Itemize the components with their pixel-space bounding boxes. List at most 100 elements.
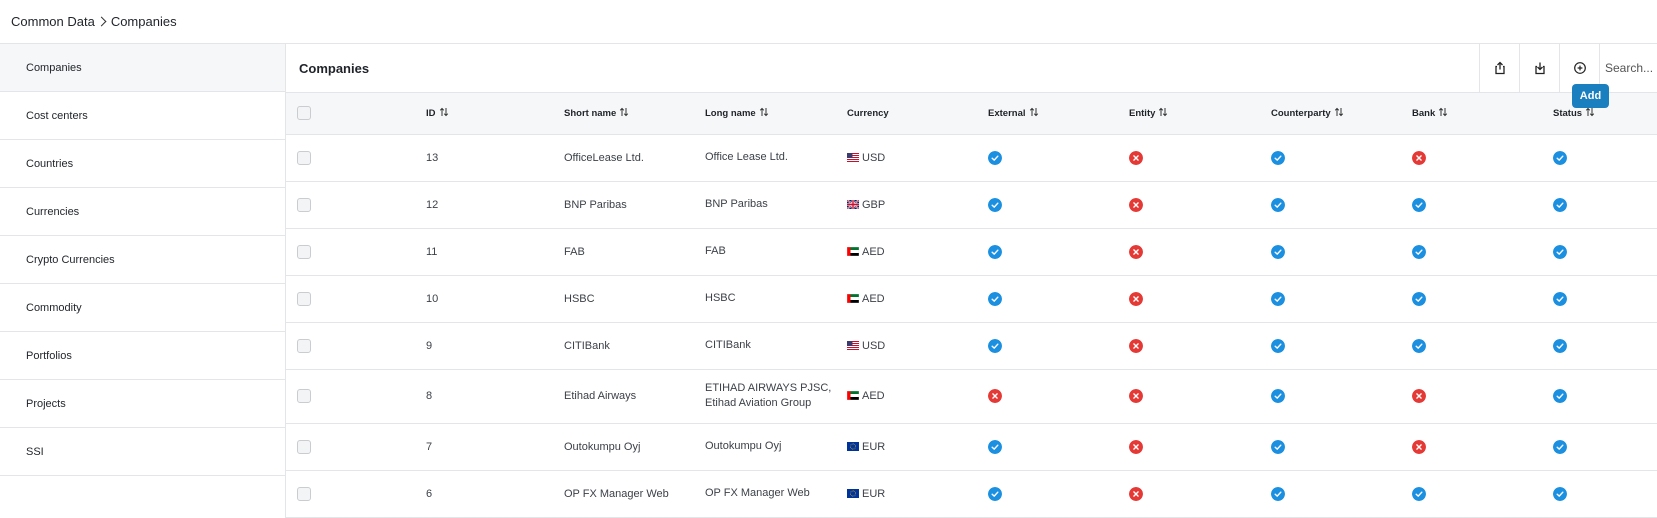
sort-icon[interactable] <box>1334 107 1344 120</box>
sidebar-item-label: Cost centers <box>26 109 88 122</box>
row-checkbox[interactable] <box>297 150 311 165</box>
table-row[interactable]: 12 BNP Paribas BNP Paribas GBP <box>286 181 1657 229</box>
cell-currency: AED <box>847 275 988 323</box>
x-circle-icon <box>1129 197 1143 212</box>
sort-icon[interactable] <box>439 107 449 120</box>
column-id[interactable]: ID <box>426 93 564 135</box>
table-row[interactable]: 7 Outokumpu Oyj Outokumpu Oyj EUR <box>286 423 1657 471</box>
check-circle-icon <box>1553 244 1567 259</box>
column-external[interactable]: External <box>988 93 1129 135</box>
cell-status <box>1553 181 1657 229</box>
check-circle-icon <box>1553 439 1567 454</box>
cell-external <box>988 470 1129 518</box>
table-row[interactable]: 6 OP FX Manager Web OP FX Manager Web EUR <box>286 470 1657 518</box>
cell-counterparty <box>1271 423 1412 471</box>
add-button[interactable] <box>1559 43 1599 93</box>
companies-table: ID Short name Long name Currency Externa… <box>286 93 1657 518</box>
eu-flag-icon <box>847 488 859 498</box>
row-checkbox[interactable] <box>297 389 311 403</box>
export-button[interactable] <box>1479 43 1519 93</box>
column-bank[interactable]: Bank <box>1412 93 1553 135</box>
column-short-name[interactable]: Short name <box>564 93 705 135</box>
cell-currency: USD <box>847 134 988 182</box>
row-checkbox[interactable] <box>297 244 311 259</box>
check-circle-icon <box>1553 338 1567 353</box>
check-circle-icon <box>1271 486 1285 501</box>
sort-icon[interactable] <box>1438 107 1448 120</box>
cell-counterparty <box>1271 470 1412 518</box>
breadcrumb-root[interactable]: Common Data <box>11 14 95 29</box>
row-checkbox[interactable] <box>297 439 311 454</box>
check-circle-icon <box>1412 486 1426 501</box>
sidebar-item-ssi[interactable]: SSI <box>0 428 285 476</box>
sidebar-item-commodity[interactable]: Commodity <box>0 284 285 332</box>
cell-short-name: Outokumpu Oyj <box>564 423 705 471</box>
cell-bank <box>1412 369 1553 424</box>
sidebar-item-crypto-currencies[interactable]: Crypto Currencies <box>0 236 285 284</box>
x-circle-icon <box>1129 150 1143 165</box>
check-circle-icon <box>1271 197 1285 212</box>
sidebar-item-label: Currencies <box>26 205 80 218</box>
column-entity[interactable]: Entity <box>1129 93 1271 135</box>
panel-header: Companies <box>286 43 1657 93</box>
breadcrumb: Common Data Companies <box>0 0 1657 44</box>
table-row[interactable]: 10 HSBC HSBC AED <box>286 275 1657 323</box>
cell-bank <box>1412 423 1553 471</box>
sidebar-item-cost-centers[interactable]: Cost centers <box>0 92 285 140</box>
sort-icon[interactable] <box>1158 107 1168 120</box>
ae-flag-icon <box>847 246 859 256</box>
check-circle-icon <box>988 486 1002 501</box>
x-circle-icon <box>1412 389 1426 403</box>
x-circle-icon <box>1129 244 1143 259</box>
cell-long-name: OP FX Manager Web <box>705 470 847 518</box>
search-box[interactable] <box>1599 43 1657 93</box>
check-circle-icon <box>988 150 1002 165</box>
sidebar-item-projects[interactable]: Projects <box>0 380 285 428</box>
check-circle-icon <box>1271 439 1285 454</box>
search-input[interactable] <box>1605 61 1657 75</box>
sidebar-item-label: Companies <box>26 61 82 74</box>
sidebar: Companies Cost centers Countries Currencies… <box>0 44 286 518</box>
sidebar-item-companies[interactable]: Companies <box>0 44 285 92</box>
sort-icon[interactable] <box>1585 107 1595 120</box>
cell-counterparty <box>1271 275 1412 323</box>
column-counterparty[interactable]: Counterparty <box>1271 93 1412 135</box>
sidebar-item-currencies[interactable]: Currencies <box>0 188 285 236</box>
cell-external <box>988 322 1129 370</box>
cell-entity <box>1129 181 1271 229</box>
gb-flag-icon <box>847 199 859 209</box>
cell-id: 9 <box>426 322 564 370</box>
sort-icon[interactable] <box>1029 107 1039 120</box>
table-row[interactable]: 13 OfficeLease Ltd. Office Lease Ltd. USD <box>286 134 1657 182</box>
cell-external <box>988 275 1129 323</box>
column-status[interactable]: Status <box>1553 93 1657 135</box>
x-circle-icon <box>1129 486 1143 501</box>
check-circle-icon <box>1412 197 1426 212</box>
sort-icon[interactable] <box>759 107 769 120</box>
table-row[interactable]: 9 CITIBank CITIBank USD <box>286 322 1657 370</box>
cell-long-name: BNP Paribas <box>705 181 847 229</box>
select-all-checkbox[interactable] <box>297 106 311 121</box>
row-checkbox[interactable] <box>297 197 311 212</box>
table-row[interactable]: 8 Etihad Airways ETIHAD AIRWAYS PJSC, Etiha… <box>286 369 1657 424</box>
sort-icon[interactable] <box>619 107 629 120</box>
cell-status <box>1553 322 1657 370</box>
import-button[interactable] <box>1519 43 1559 93</box>
cell-status <box>1553 275 1657 323</box>
x-circle-icon <box>1129 439 1143 454</box>
check-circle-icon <box>988 291 1002 306</box>
cell-currency: AED <box>847 228 988 276</box>
sidebar-item-portfolios[interactable]: Portfolios <box>0 332 285 380</box>
cell-counterparty <box>1271 322 1412 370</box>
column-long-name[interactable]: Long name <box>705 93 847 135</box>
table-row[interactable]: 11 FAB FAB AED <box>286 228 1657 276</box>
check-circle-icon <box>988 338 1002 353</box>
sidebar-item-countries[interactable]: Countries <box>0 140 285 188</box>
cell-long-name: Outokumpu Oyj <box>705 423 847 471</box>
cell-id: 11 <box>426 228 564 276</box>
row-checkbox[interactable] <box>297 291 311 306</box>
cell-currency: EUR <box>847 470 988 518</box>
row-checkbox[interactable] <box>297 338 311 353</box>
row-checkbox[interactable] <box>297 486 311 501</box>
sidebar-item-label: Crypto Currencies <box>26 253 115 266</box>
